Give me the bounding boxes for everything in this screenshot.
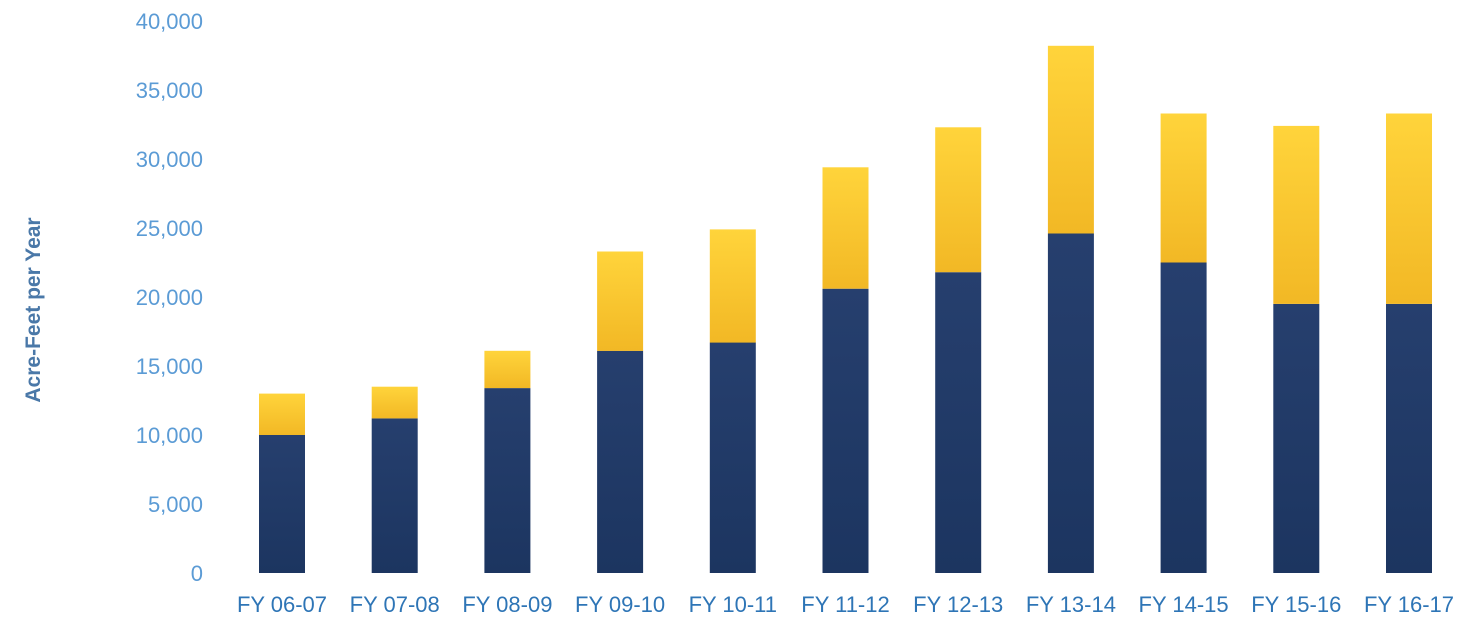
bar-segment-2 bbox=[822, 167, 869, 289]
bar-segment-2 bbox=[1273, 125, 1320, 304]
bar-segment-1 bbox=[1273, 303, 1320, 573]
bar-segment-2 bbox=[1160, 113, 1207, 263]
x-category-label: FY 10-11 bbox=[689, 592, 777, 617]
x-axis-labels: FY 06-07 FY 07-08 FY 08-09 FY 09-10 FY 10-11… bbox=[237, 592, 1454, 617]
y-tick-label: 5,000 bbox=[148, 492, 203, 517]
y-tick-label: 20,000 bbox=[136, 285, 203, 310]
bar-segment-2 bbox=[935, 127, 982, 273]
bars bbox=[259, 45, 1432, 573]
x-category-label: FY 14-15 bbox=[1139, 592, 1229, 617]
y-tick-label: 0 bbox=[191, 561, 203, 586]
x-category-label: FY 15-16 bbox=[1251, 592, 1341, 617]
y-tick-label: 25,000 bbox=[136, 216, 203, 241]
x-category-label: FY 11-12 bbox=[801, 592, 889, 617]
bar-segment-1 bbox=[259, 435, 305, 573]
bar-segment-2 bbox=[709, 229, 756, 343]
y-tick-label: 30,000 bbox=[136, 147, 203, 172]
x-category-label: FY 08-09 bbox=[462, 592, 552, 617]
bar-segment-1 bbox=[597, 350, 644, 573]
y-axis-title: Acre-Feet per Year bbox=[22, 217, 45, 402]
y-tick-label: 35,000 bbox=[136, 78, 203, 103]
bar-segment-1 bbox=[822, 288, 869, 573]
x-category-label: FY 09-10 bbox=[575, 592, 665, 617]
y-tick-label: 10,000 bbox=[136, 423, 203, 448]
y-tick-label: 15,000 bbox=[136, 354, 203, 379]
x-category-label: FY 07-08 bbox=[350, 592, 440, 617]
x-category-label: FY 12-13 bbox=[913, 592, 1003, 617]
x-category-label: FY 16-17 bbox=[1364, 592, 1454, 617]
x-category-label: FY 13-14 bbox=[1026, 592, 1116, 617]
bar-segment-2 bbox=[1047, 45, 1094, 234]
y-tick-label: 40,000 bbox=[136, 9, 203, 34]
bar-segment-2 bbox=[1386, 113, 1432, 304]
bar-segment-1 bbox=[709, 342, 756, 573]
bar-segment-2 bbox=[371, 386, 418, 419]
bar-segment-1 bbox=[484, 388, 531, 573]
bar-segment-1 bbox=[935, 272, 982, 573]
x-category-label: FY 06-07 bbox=[237, 592, 327, 617]
bar-segment-1 bbox=[1047, 233, 1094, 573]
bar-segment-2 bbox=[259, 393, 305, 435]
bar-segment-2 bbox=[597, 251, 644, 351]
bar-segment-1 bbox=[1160, 262, 1207, 573]
bar-segment-2 bbox=[484, 350, 531, 389]
bar-segment-1 bbox=[1386, 303, 1432, 573]
bar-segment-1 bbox=[371, 418, 418, 573]
y-axis-ticks: 0 5,000 10,000 15,000 20,000 25,000 30,000 35,0… bbox=[136, 9, 203, 586]
